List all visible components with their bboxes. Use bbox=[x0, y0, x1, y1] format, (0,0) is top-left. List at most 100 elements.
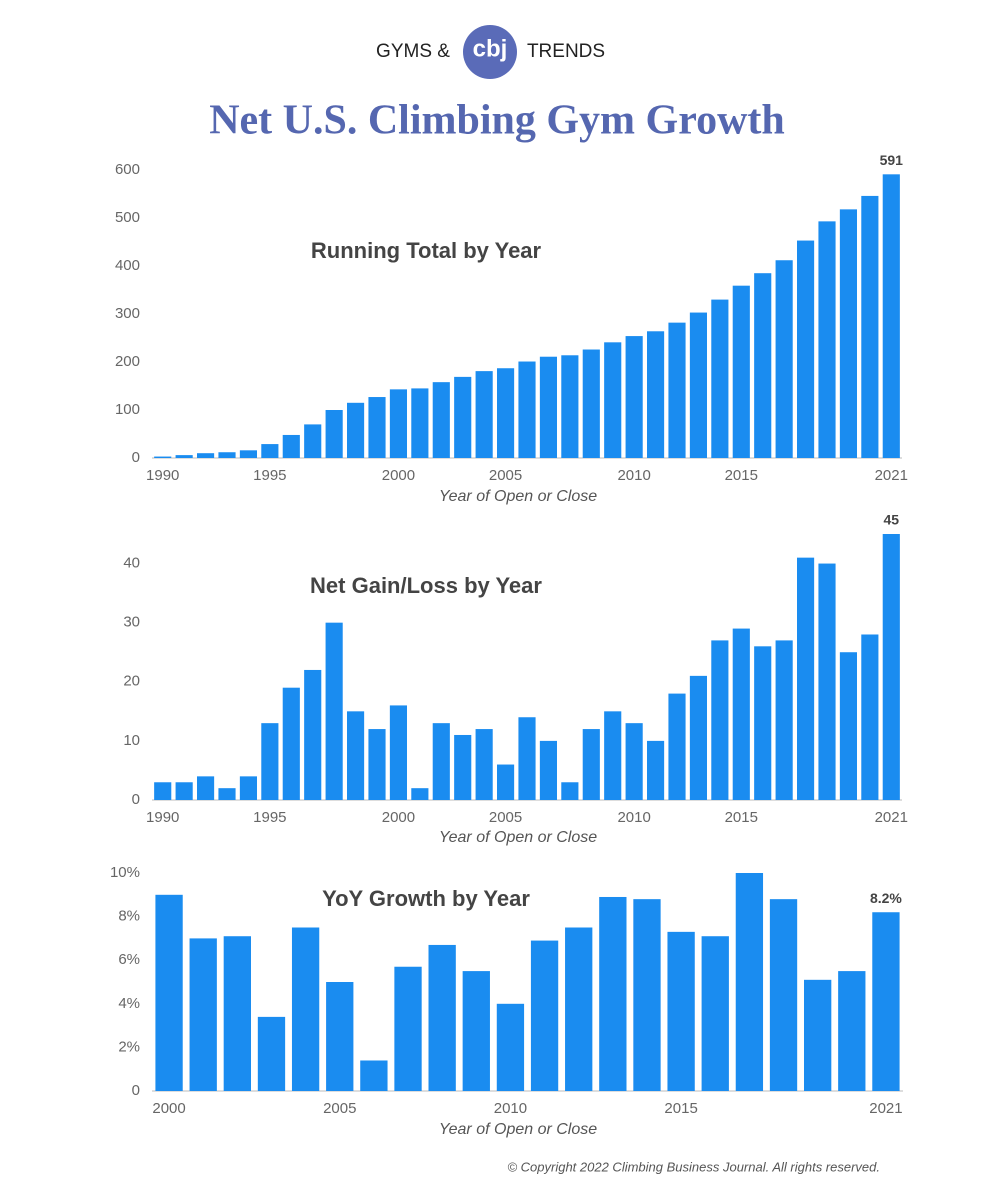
bar bbox=[304, 424, 322, 458]
x-tick-label: 2005 bbox=[323, 1100, 356, 1117]
y-tick-label: 0 bbox=[132, 791, 140, 808]
bar bbox=[389, 389, 407, 458]
bar bbox=[861, 634, 879, 800]
y-tick-label: 10% bbox=[110, 864, 140, 881]
bar bbox=[325, 622, 343, 800]
bar bbox=[218, 452, 236, 458]
bar bbox=[239, 776, 257, 800]
bar bbox=[839, 209, 857, 458]
bar bbox=[838, 971, 866, 1091]
value-label: 8.2% bbox=[870, 890, 902, 906]
bar bbox=[497, 368, 515, 458]
bar bbox=[754, 646, 772, 800]
bar bbox=[732, 628, 750, 800]
page-title: Net U.S. Climbing Gym Growth bbox=[209, 98, 785, 144]
x-tick-label: 2005 bbox=[489, 809, 522, 826]
bar bbox=[218, 788, 236, 800]
x-tick-label: 2010 bbox=[617, 467, 650, 484]
bar bbox=[839, 652, 857, 800]
bar bbox=[411, 788, 429, 800]
y-tick-label: 600 bbox=[115, 161, 140, 178]
bar bbox=[291, 927, 320, 1091]
bar bbox=[668, 693, 686, 800]
bar bbox=[304, 669, 322, 800]
bar bbox=[539, 356, 557, 458]
bar bbox=[647, 331, 665, 458]
bar bbox=[368, 397, 386, 458]
bar bbox=[872, 912, 900, 1091]
x-tick-label: 2021 bbox=[875, 467, 908, 484]
bar bbox=[775, 640, 793, 800]
bar bbox=[432, 723, 450, 800]
bar bbox=[518, 717, 536, 800]
bar bbox=[582, 349, 600, 458]
y-tick-label: 8% bbox=[118, 908, 140, 925]
x-axis-label: Year of Open or Close bbox=[439, 829, 597, 846]
brand-right: TRENDS bbox=[527, 41, 605, 62]
bar bbox=[360, 1060, 388, 1091]
bar bbox=[411, 388, 429, 458]
x-tick-label: 2010 bbox=[617, 809, 650, 826]
y-tick-label: 30 bbox=[123, 614, 140, 631]
bar bbox=[155, 894, 183, 1091]
bar bbox=[389, 705, 407, 800]
bar bbox=[539, 740, 557, 800]
bar bbox=[633, 899, 661, 1091]
bar bbox=[282, 434, 300, 458]
bar bbox=[775, 260, 793, 458]
x-axis-label: Year of Open or Close bbox=[439, 1121, 597, 1138]
value-label: 45 bbox=[883, 512, 899, 528]
bar bbox=[432, 382, 450, 458]
x-tick-label: 1990 bbox=[146, 467, 179, 484]
y-tick-label: 0 bbox=[132, 449, 140, 466]
bar bbox=[667, 931, 695, 1091]
bar bbox=[282, 687, 300, 800]
bar bbox=[223, 936, 251, 1091]
x-tick-label: 2000 bbox=[152, 1100, 185, 1117]
logo-circle bbox=[463, 25, 517, 79]
bar bbox=[394, 966, 422, 1091]
bar bbox=[754, 273, 772, 458]
x-tick-label: 2000 bbox=[382, 809, 415, 826]
value-label: 591 bbox=[880, 152, 904, 168]
bar bbox=[189, 938, 217, 1091]
bar bbox=[475, 729, 493, 800]
bar bbox=[454, 734, 472, 800]
bar bbox=[154, 782, 172, 800]
bar bbox=[239, 450, 257, 458]
bar bbox=[804, 979, 832, 1091]
bar bbox=[197, 453, 215, 458]
bar bbox=[711, 299, 729, 458]
y-tick-label: 400 bbox=[115, 257, 140, 274]
x-tick-label: 1990 bbox=[146, 809, 179, 826]
bar bbox=[668, 322, 686, 458]
x-tick-label: 2015 bbox=[725, 467, 758, 484]
bar bbox=[530, 940, 559, 1091]
copyright: © Copyright 2022 Climbing Business Journ… bbox=[507, 1159, 880, 1174]
bar bbox=[561, 355, 579, 458]
bar bbox=[347, 711, 365, 800]
bar bbox=[561, 782, 579, 800]
bar bbox=[689, 312, 707, 458]
bar bbox=[518, 361, 536, 458]
y-tick-label: 4% bbox=[118, 995, 140, 1012]
bar bbox=[735, 873, 764, 1091]
y-tick-label: 20 bbox=[123, 673, 140, 690]
x-tick-label: 2010 bbox=[494, 1100, 527, 1117]
y-tick-label: 10 bbox=[123, 732, 140, 749]
bar bbox=[257, 1016, 286, 1091]
bar bbox=[604, 342, 622, 458]
logo-text: cbj bbox=[473, 35, 508, 62]
chart-subtitle: Net Gain/Loss by Year bbox=[310, 573, 542, 598]
bar bbox=[197, 776, 215, 800]
y-tick-label: 300 bbox=[115, 305, 140, 322]
y-tick-label: 0 bbox=[132, 1082, 140, 1099]
bar bbox=[497, 764, 515, 800]
bar bbox=[454, 376, 472, 458]
x-axis-label: Year of Open or Close bbox=[439, 488, 597, 505]
bar bbox=[326, 982, 354, 1091]
y-tick-label: 40 bbox=[123, 555, 140, 572]
bar bbox=[462, 971, 490, 1091]
bar bbox=[175, 782, 193, 800]
brand-left: GYMS & bbox=[376, 41, 450, 62]
